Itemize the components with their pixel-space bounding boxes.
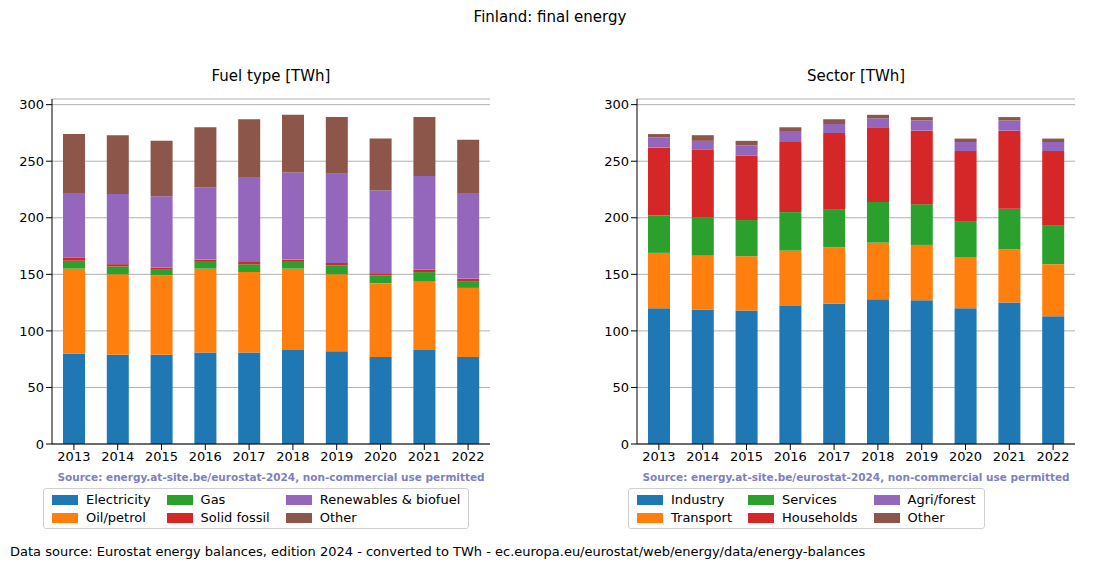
svg-text:2021: 2021 xyxy=(408,449,441,464)
html-text:Sector [TWh]: Sector [TWh] xyxy=(806,67,906,85)
svg-text:250: 250 xyxy=(19,154,44,169)
svg-text:2017: 2017 xyxy=(233,449,266,464)
svg-text:2013: 2013 xyxy=(642,449,675,464)
svg-text:2015: 2015 xyxy=(145,449,178,464)
svg-text:2022: 2022 xyxy=(1037,449,1070,464)
html-text:Solid fossil: Solid fossil xyxy=(200,510,270,525)
svg-text:2019: 2019 xyxy=(905,449,938,464)
svg-text:100: 100 xyxy=(19,324,44,339)
svg-text:50: 50 xyxy=(612,380,629,395)
svg-text:2018: 2018 xyxy=(276,449,309,464)
svg-text:300: 300 xyxy=(19,97,44,112)
html-text:Households: Households xyxy=(782,510,858,525)
html-text:Industry: Industry xyxy=(671,492,725,507)
html-text:Finland: final energy: Finland: final energy xyxy=(473,8,627,26)
svg-text:2021: 2021 xyxy=(993,449,1026,464)
html-text:Oil/petrol: Oil/petrol xyxy=(86,510,146,525)
svg-text:2016: 2016 xyxy=(774,449,807,464)
html-text:Agri/forest: Agri/forest xyxy=(907,492,976,507)
svg-text:2020: 2020 xyxy=(949,449,982,464)
html-text:Other: Other xyxy=(319,510,357,525)
svg-text:200: 200 xyxy=(604,210,629,225)
html-text:Renewables & biofuel: Renewables & biofuel xyxy=(319,492,461,507)
svg-text:0: 0 xyxy=(36,437,44,452)
html-text:Data source: Eurostat energy b: Data source: Eurostat energy balances, e… xyxy=(10,544,866,559)
svg-text:2017: 2017 xyxy=(818,449,851,464)
svg-text:200: 200 xyxy=(19,210,44,225)
html-text:Other: Other xyxy=(907,510,945,525)
svg-text:150: 150 xyxy=(19,267,44,282)
html-text:Services: Services xyxy=(782,492,837,507)
html-text:Transport: Transport xyxy=(671,510,732,525)
svg-text:300: 300 xyxy=(604,97,629,112)
svg-text:100: 100 xyxy=(604,324,629,339)
html-text:Source: energy.at-site.be/euro: Source: energy.at-site.be/eurostat-2024,… xyxy=(57,471,485,483)
svg-text:2014: 2014 xyxy=(686,449,719,464)
svg-text:2018: 2018 xyxy=(861,449,894,464)
svg-text:150: 150 xyxy=(604,267,629,282)
svg-text:2016: 2016 xyxy=(189,449,222,464)
html-text:Gas: Gas xyxy=(200,492,226,507)
svg-text:250: 250 xyxy=(604,154,629,169)
html-text:Source: energy.at-site.be/euro: Source: energy.at-site.be/eurostat-2024,… xyxy=(642,471,1070,483)
svg-text:2015: 2015 xyxy=(730,449,763,464)
svg-text:2020: 2020 xyxy=(364,449,397,464)
html-text:Electricity: Electricity xyxy=(86,492,151,507)
svg-text:2014: 2014 xyxy=(101,449,134,464)
svg-text:2013: 2013 xyxy=(57,449,90,464)
html-text:Fuel type [TWh]: Fuel type [TWh] xyxy=(211,67,331,85)
svg-text:2019: 2019 xyxy=(320,449,353,464)
svg-text:0: 0 xyxy=(621,437,629,452)
svg-text:2022: 2022 xyxy=(452,449,485,464)
svg-text:50: 50 xyxy=(27,380,44,395)
